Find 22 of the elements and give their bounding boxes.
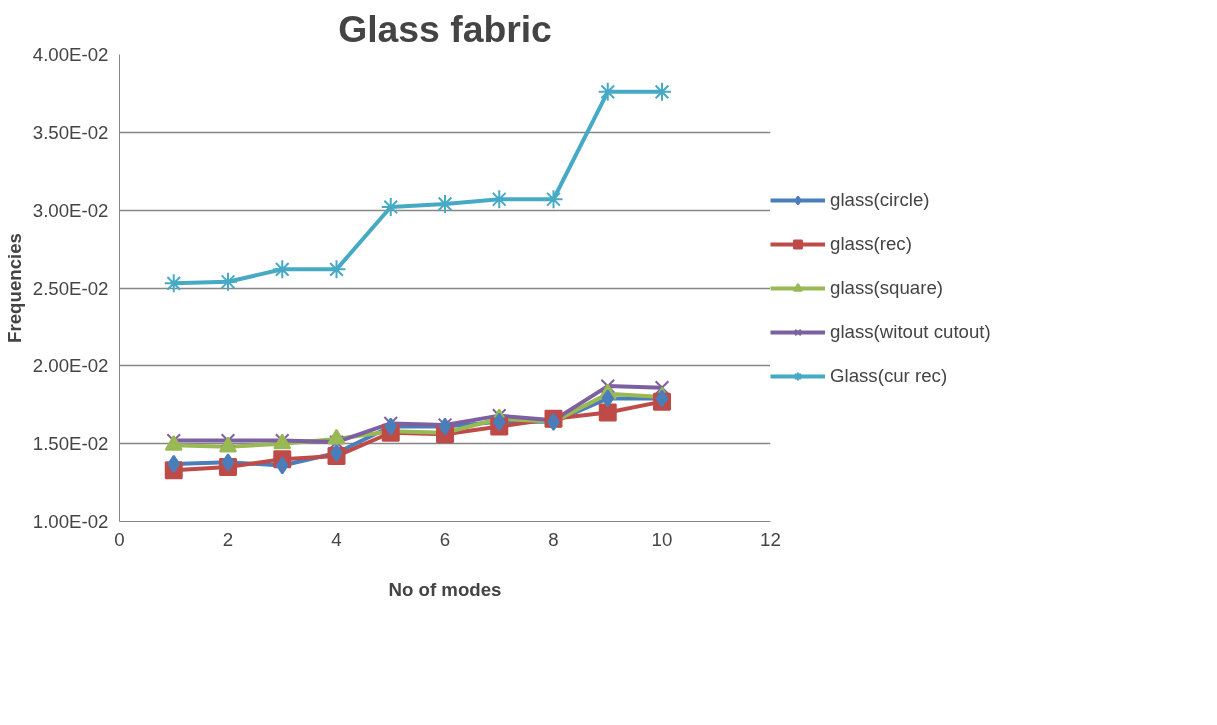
y-tick-label: 1.00E-02 bbox=[32, 511, 109, 532]
y-tick-label: 4.00E-02 bbox=[32, 44, 109, 65]
x-tick-label: 0 bbox=[114, 528, 125, 550]
chart-title: Glass fabric bbox=[338, 7, 552, 50]
legend-label: Glass(cur rec) bbox=[830, 364, 948, 387]
x-tick-label: 10 bbox=[651, 528, 673, 550]
x-tick-label: 6 bbox=[439, 528, 451, 550]
x-tick-label: 2 bbox=[222, 528, 234, 550]
y-tick-label: 2.50E-02 bbox=[32, 277, 109, 299]
x-axis-title: No of modes bbox=[388, 578, 502, 600]
y-tick-label: 1.50E-02 bbox=[32, 433, 109, 455]
legend-label: glass(witout cutout) bbox=[830, 320, 991, 343]
legend-label: glass(circle) bbox=[830, 188, 930, 211]
y-tick-label: 3.00E-02 bbox=[32, 199, 109, 221]
y-tick-label: 2.00E-02 bbox=[32, 355, 109, 377]
legend-label: glass(rec) bbox=[830, 232, 912, 255]
x-tick-label: 12 bbox=[760, 528, 781, 550]
x-tick-label: 4 bbox=[331, 528, 342, 550]
legend-label: glass(square) bbox=[830, 276, 944, 299]
y-axis-title: Frequencies bbox=[3, 233, 25, 343]
x-tick-label: 8 bbox=[548, 528, 559, 550]
y-tick-label: 3.50E-02 bbox=[32, 121, 109, 143]
